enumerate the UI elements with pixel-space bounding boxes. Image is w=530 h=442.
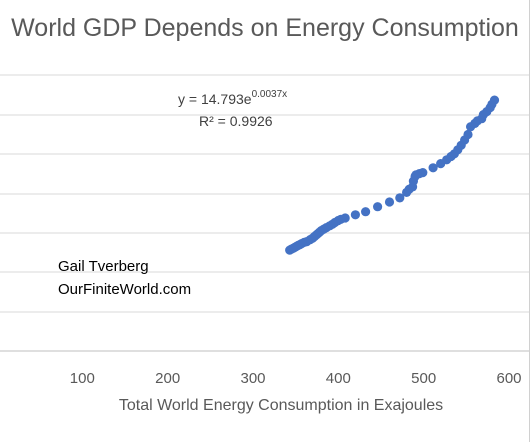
data-point	[384, 197, 395, 207]
x-tick-label: 100	[70, 370, 95, 387]
data-point	[428, 163, 438, 173]
data-point	[373, 202, 383, 212]
chart-title: World GDP Depends on Energy Consumption	[11, 14, 519, 42]
x-tick-label: 200	[155, 370, 180, 387]
author-annotation: Gail Tverberg	[58, 258, 149, 275]
data-point	[361, 207, 371, 217]
data-point	[350, 210, 360, 220]
data-points	[285, 95, 500, 255]
data-point	[489, 95, 500, 105]
trendline-equation-exponent: 0.0037x	[252, 89, 288, 100]
website-annotation: OurFiniteWorld.com	[58, 281, 191, 298]
trendline-equation-base: y = 14.793e	[178, 91, 252, 107]
gridlines	[0, 74, 529, 352]
x-tick-label: 300	[240, 370, 265, 387]
data-point	[463, 129, 473, 140]
r-squared-label: R² = 0.9926	[199, 113, 273, 129]
x-tick-label: 500	[411, 370, 436, 387]
data-point	[418, 168, 428, 178]
x-tick-labels: 100 200 300 400 500 600	[70, 370, 522, 387]
x-tick-label: 400	[326, 370, 351, 387]
trendline-equation: y = 14.793e0.0037x	[178, 89, 287, 107]
data-point	[340, 213, 350, 223]
data-point	[395, 193, 405, 203]
x-tick-label: 600	[496, 370, 521, 387]
x-axis-label: Total World Energy Consumption in Exajou…	[119, 397, 443, 414]
